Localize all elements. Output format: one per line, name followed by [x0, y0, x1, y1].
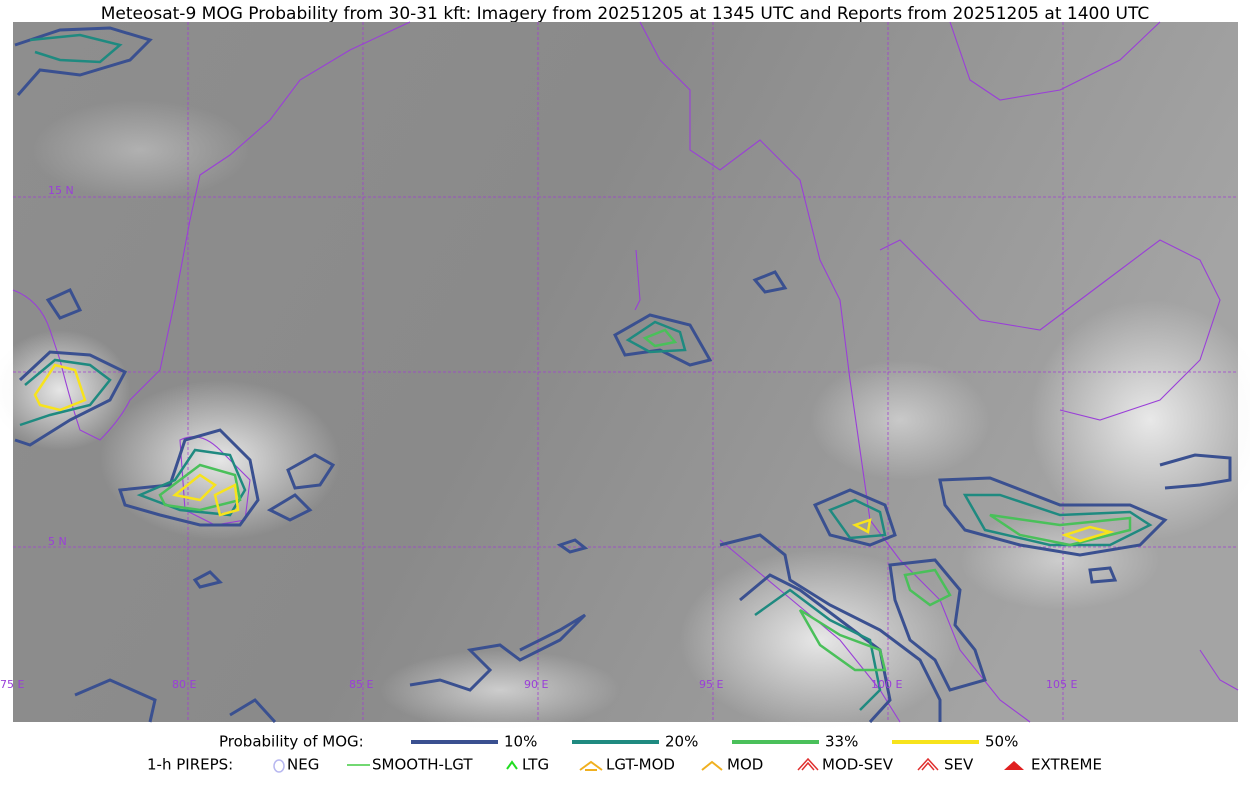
- legend-symbol: [1004, 761, 1024, 770]
- title: Meteosat-9 MOG Probability from 30-31 kf…: [101, 4, 1150, 24]
- legend-label: NEG: [287, 756, 319, 774]
- legend-symbol: [506, 760, 518, 770]
- legend-symbol: [273, 759, 285, 773]
- legend: Probability of MOG: 10% 20% 33% 50% 1-h …: [147, 733, 1102, 774]
- clouds: [0, 100, 1250, 730]
- lon-label: 105 E: [1046, 678, 1077, 691]
- legend-label: 10%: [504, 733, 537, 751]
- contours: [14, 26, 1232, 724]
- legend-symbol: [797, 757, 819, 771]
- legend-label: EXTREME: [1031, 756, 1102, 774]
- lon-label: 100 E: [871, 678, 902, 691]
- legend-title: Probability of MOG:: [219, 733, 364, 751]
- legend-label: LGT-MOD: [606, 756, 675, 774]
- lon-label: 95 E: [699, 678, 723, 691]
- legend-symbol: [579, 760, 603, 771]
- legend-symbol: [701, 760, 723, 771]
- lon-label: 85 E: [349, 678, 373, 691]
- lon-label: 80 E: [172, 678, 196, 691]
- legend-label: MOD-SEV: [822, 756, 894, 774]
- legend-label: SMOOTH-LGT: [372, 756, 473, 774]
- map: 15 N 5 N 75 E 80 E 85 E 90 E 95 E 100 E …: [0, 21, 1250, 730]
- legend-label: 20%: [665, 733, 698, 751]
- lat-label: 5 N: [48, 535, 67, 548]
- legend-label: 33%: [825, 733, 858, 751]
- lat-label: 15 N: [48, 184, 74, 197]
- legend-label: MOD: [727, 756, 763, 774]
- legend-symbol: [917, 757, 939, 771]
- lon-label: 75 E: [0, 678, 24, 691]
- legend-label: SEV: [944, 756, 974, 774]
- lon-label: 90 E: [524, 678, 548, 691]
- legend-label: 50%: [985, 733, 1018, 751]
- coastlines: [12, 21, 1239, 723]
- legend-label: LTG: [522, 756, 549, 774]
- legend-title: 1-h PIREPS:: [147, 756, 233, 774]
